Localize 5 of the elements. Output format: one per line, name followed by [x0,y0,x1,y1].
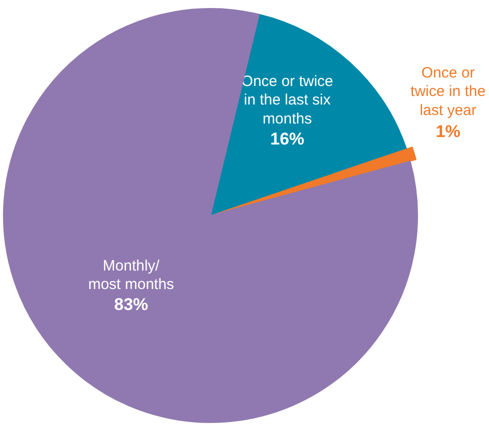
slice-label: Once or twice in the last year [410,64,486,119]
slice-label: Monthly/ most months [88,257,174,294]
data-label: 16% [270,129,304,148]
data-label: 1% [436,122,460,141]
data-label: 83% [114,295,148,314]
